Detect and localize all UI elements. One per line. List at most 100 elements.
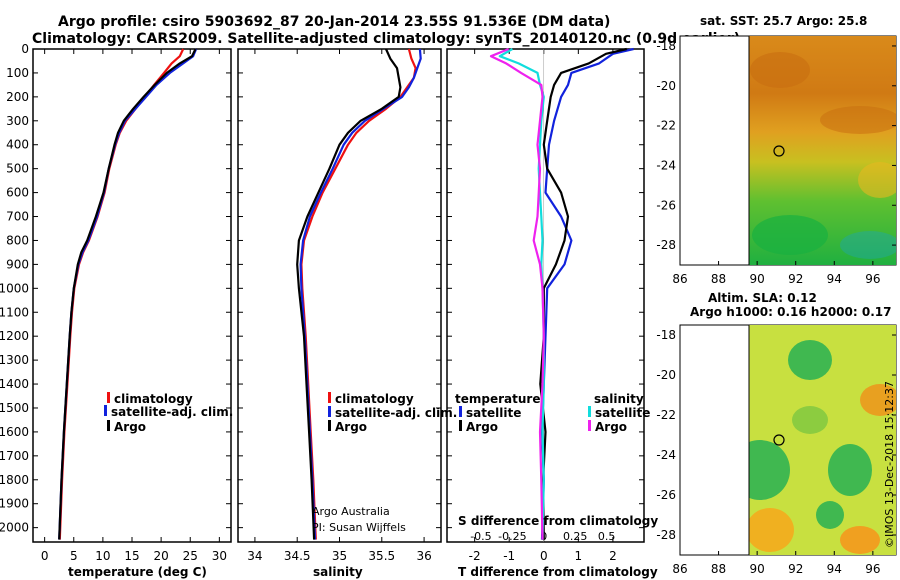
s-tick-label: -0.25 (498, 530, 526, 543)
map-y-tick-label: -20 (656, 368, 676, 382)
x-tick-label: 34 (247, 549, 262, 563)
y-tick-label: 1500 (0, 401, 29, 415)
map-x-tick-label: 86 (672, 272, 687, 286)
sst-map-title: sat. SST: 25.7 Argo: 25.8 (700, 14, 867, 28)
x-tick-label: 34.5 (284, 549, 311, 563)
y-tick-label: 100 (6, 66, 29, 80)
legend-salinity-title: salinity (594, 392, 644, 406)
difference-xlabel-top: S difference from climatology (458, 514, 658, 528)
y-tick-label: 2000 (0, 521, 29, 535)
map-y-tick-label: -20 (656, 79, 676, 93)
x-tick-label: 0 (41, 549, 49, 563)
map-x-tick-label: 90 (750, 562, 765, 576)
x-tick-label: 20 (153, 549, 168, 563)
y-tick-label: 0 (21, 42, 29, 56)
y-tick-label: 1800 (0, 473, 29, 487)
legend-t-satellite: satellite (466, 406, 521, 420)
y-tick-label: 1100 (0, 305, 29, 319)
x-tick-label: -2 (469, 549, 481, 563)
series-line-argo (58, 48, 197, 540)
x-tick-label: 10 (95, 549, 110, 563)
x-tick-label: 1 (575, 549, 583, 563)
x-tick-label: 2 (609, 549, 617, 563)
sst-argo-location-marker (773, 145, 785, 157)
legend-temperature-title: temperature (455, 392, 540, 406)
difference-plot-frame (446, 48, 645, 543)
sla-map-title-1: Altim. SLA: 0.12 (708, 291, 817, 305)
difference-xlabel: T difference from climatology (458, 565, 658, 579)
x-tick-label: 35 (332, 549, 347, 563)
map-y-tick-label: -22 (656, 119, 676, 133)
map-x-tick-label: 88 (711, 562, 726, 576)
map-y-tick-label: -26 (656, 488, 676, 502)
legend-s-argo: Argo (595, 420, 627, 434)
x-tick-label: 0 (540, 549, 548, 563)
map-y-tick-label: -22 (656, 408, 676, 422)
y-tick-label: 1300 (0, 353, 29, 367)
sla-map-title-2: Argo h1000: 0.16 h2000: 0.17 (690, 305, 891, 319)
y-tick-label: 1400 (0, 377, 29, 391)
difference-chart: -2 -1 0 1 2-0.5 -0.25 0 0.25 0.5 (447, 47, 644, 563)
series-line-s-satellite (498, 48, 545, 540)
map-x-tick-label: 94 (827, 272, 842, 286)
map-x-tick-label: 88 (711, 272, 726, 286)
map-y-tick-label: -24 (656, 448, 676, 462)
map-x-tick-label: 94 (827, 562, 842, 576)
x-tick-label: 5 (70, 549, 78, 563)
series-line-argo (296, 48, 402, 540)
legend-argo: Argo (114, 420, 146, 434)
x-tick-label: 25 (183, 549, 198, 563)
x-tick-label: -1 (503, 549, 515, 563)
legend-s-satellite: satellite (595, 406, 650, 420)
y-tick-label: 900 (6, 257, 29, 271)
map-x-tick-label: 92 (788, 272, 803, 286)
map-y-tick-label: -28 (656, 528, 676, 542)
s-tick-label: -0.5 (470, 530, 491, 543)
map-x-tick-label: 86 (672, 562, 687, 576)
salinity-legend-argo: Argo (335, 420, 367, 434)
y-tick-label: 500 (6, 162, 29, 176)
sla-map-axes: 86 88 90 92 94 96 -18 -20 -22 -24 -26 -28 (656, 328, 896, 576)
title-line-1: Argo profile: csiro 5903692_87 20-Jan-20… (58, 14, 610, 30)
s-tick-label: 0.5 (598, 530, 616, 543)
difference-legend: temperature satellite Argo salinity sate… (455, 392, 650, 434)
legend-satellite: satellite-adj. clim. (111, 405, 233, 419)
map-x-tick-label: 96 (865, 562, 880, 576)
series-line-satellite (299, 48, 422, 540)
salinity-legend: climatology satellite-adj. clim. Argo (328, 392, 457, 434)
salinity-xlabel: salinity (313, 565, 363, 579)
series-line-t-argo (539, 47, 627, 540)
series-line-t-satellite (540, 47, 634, 540)
sst-map-axes: 86 88 90 92 94 96 -18 -20 -22 -24 -26 -28 (656, 39, 896, 286)
y-tick-label: 700 (6, 210, 29, 224)
y-tick-label: 1700 (0, 449, 29, 463)
map-x-tick-label: 92 (788, 562, 803, 576)
x-tick-label: 35.5 (368, 549, 395, 563)
temperature-chart: 0100200300400500600700800900100011001200… (0, 42, 231, 563)
salinity-legend-satellite: satellite-adj. clim. (335, 406, 457, 420)
map-y-tick-label: -18 (656, 39, 676, 53)
series-line-climatology (58, 48, 185, 540)
y-tick-label: 200 (6, 90, 29, 104)
y-tick-label: 1900 (0, 497, 29, 511)
legend-climatology: climatology (114, 392, 193, 406)
y-tick-label: 800 (6, 233, 29, 247)
y-tick-label: 300 (6, 114, 29, 128)
s-tick-label: 0.25 (563, 530, 588, 543)
salinity-annotation-2: PI: Susan Wijffels (312, 521, 406, 534)
map-y-tick-label: -18 (656, 328, 676, 342)
y-tick-label: 1600 (0, 425, 29, 439)
credit-text: ©IMOS 13-Dec-2018 15:12:37 (883, 381, 896, 548)
temperature-xlabel: temperature (deg C) (68, 565, 207, 579)
map-x-tick-label: 96 (865, 272, 880, 286)
y-tick-label: 1200 (0, 329, 29, 343)
x-tick-label: 30 (212, 549, 227, 563)
salinity-chart: 34 34.5 35 35.5 36 (238, 48, 441, 563)
x-tick-label: 15 (124, 549, 139, 563)
legend-t-argo: Argo (466, 420, 498, 434)
temperature-legend: climatology satellite-adj. clim. Argo (104, 392, 233, 434)
map-y-tick-label: -28 (656, 238, 676, 252)
y-tick-label: 400 (6, 138, 29, 152)
sla-map (679, 324, 897, 556)
map-y-tick-label: -26 (656, 198, 676, 212)
